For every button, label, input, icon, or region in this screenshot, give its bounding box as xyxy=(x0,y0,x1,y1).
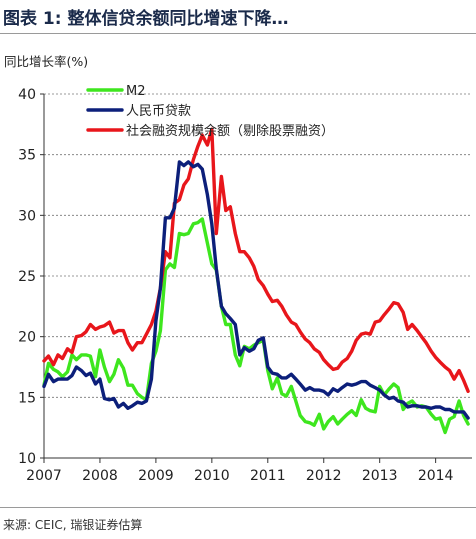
series-line-2 xyxy=(42,160,470,420)
top-divider xyxy=(0,33,476,34)
legend-label-1: M2 xyxy=(126,84,146,99)
x-tick-label-2011: 2011 xyxy=(250,468,286,484)
x-tick-label-2009: 2009 xyxy=(138,468,174,484)
x-tick-label-2008: 2008 xyxy=(82,468,118,484)
y-tick-label-30: 30 xyxy=(18,208,36,224)
y-tick-label-35: 35 xyxy=(18,148,36,164)
source-note: 来源: CEIC, 瑞银证券估算 xyxy=(3,518,143,532)
page-title: 图表 1: 整体信贷余额同比增速下降… xyxy=(3,9,289,29)
x-tick-label-2007: 2007 xyxy=(26,468,62,484)
y-tick-label-20: 20 xyxy=(18,330,36,346)
x-tick-label-2014: 2014 xyxy=(418,468,454,484)
y-axis-label: 同比增长率(%) xyxy=(4,54,88,69)
legend-label-2: 人民币贷款 xyxy=(126,104,191,119)
y-tick-label-10: 10 xyxy=(18,451,36,467)
y-tick-label-25: 25 xyxy=(18,269,36,285)
legend-label-3: 社会融资规模余额（剔除股票融资） xyxy=(126,123,334,139)
y-tick-label-40: 40 xyxy=(18,87,36,103)
bottom-divider xyxy=(0,507,476,508)
x-tick-label-2012: 2012 xyxy=(306,468,342,484)
y-tick-label-15: 15 xyxy=(18,390,36,406)
series-line-3 xyxy=(42,127,470,393)
x-tick-label-2013: 2013 xyxy=(362,468,398,484)
x-tick-label-2010: 2010 xyxy=(194,468,230,484)
